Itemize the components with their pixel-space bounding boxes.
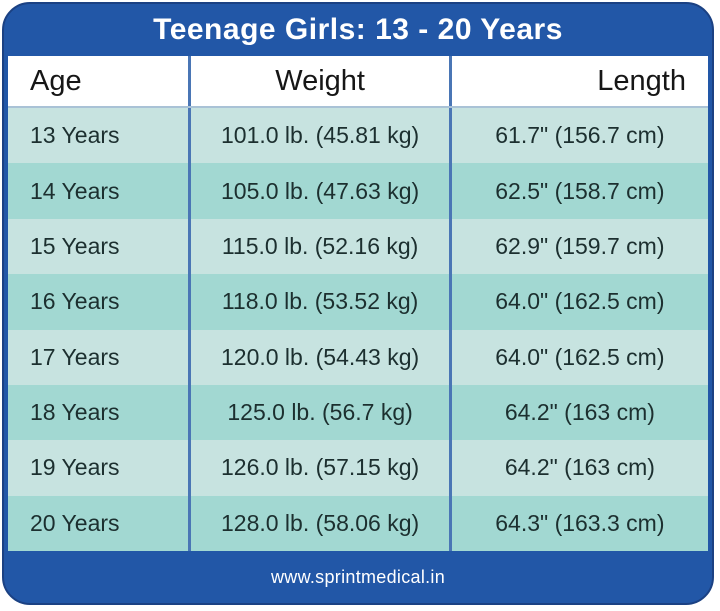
weight-cell: 120.0 lb. (54.43 kg) (191, 329, 452, 385)
table-row: 16 Years 118.0 lb. (53.52 kg) 64.0" (162.5… (8, 274, 708, 330)
weight-cell: 126.0 lb. (57.15 kg) (191, 440, 452, 496)
table-row: 15 Years 115.0 lb. (52.16 kg) 62.9" (159.7… (8, 218, 708, 275)
column-header-weight: Weight (191, 56, 452, 106)
length-cell: 61.7" (156.7 cm) (495, 122, 665, 149)
length-cell: 64.2" (163 cm) (504, 454, 655, 481)
website-url: www.sprintmedical.in (270, 566, 446, 587)
length-cell: 64.3" (163.3 cm) (495, 509, 665, 536)
title-band: Teenage Girls: 13 - 20 Years (4, 4, 712, 56)
age-cell: 19 Years (8, 440, 192, 496)
weight-cell: 101.0 lb. (45.81 kg) (191, 108, 452, 164)
age-cell: 20 Years (8, 495, 192, 551)
length-cell: 64.0" (162.5 cm) (495, 288, 665, 315)
age-cell: 14 Years (8, 163, 192, 219)
table-header-row: Age Weight Length (8, 56, 708, 108)
column-header-age: Age (8, 56, 192, 106)
age-cell: 15 Years (8, 218, 192, 275)
growth-chart-card: Teenage Girls: 13 - 20 Years Age Weight … (2, 2, 714, 605)
table-row: 20 Years 128.0 lb. (58.06 kg) 64.3" (163.3… (8, 495, 708, 551)
age-cell: 18 Years (8, 384, 192, 441)
weight-cell: 115.0 lb. (52.16 kg) (191, 218, 452, 275)
footer-band: www.sprintmedical.in (4, 551, 712, 603)
weight-cell: 128.0 lb. (58.06 kg) (191, 495, 452, 551)
table-row: 17 Years 120.0 lb. (54.43 kg) 64.0" (162.5… (8, 329, 708, 385)
length-cell: 62.9" (159.7 cm) (495, 232, 665, 259)
column-header-length: Length (597, 64, 686, 97)
table-row: 13 Years 101.0 lb. (45.81 kg) 61.7" (156.7… (8, 108, 708, 164)
length-cell: 62.5" (158.7 cm) (495, 177, 665, 204)
weight-cell: 125.0 lb. (56.7 kg) (191, 384, 452, 441)
table-row: 18 Years 125.0 lb. (56.7 kg) 64.2" (163 cm… (8, 384, 708, 441)
age-cell: 13 Years (8, 108, 192, 164)
age-cell: 17 Years (8, 329, 192, 385)
weight-cell: 105.0 lb. (47.63 kg) (191, 163, 452, 219)
age-cell: 16 Years (8, 274, 192, 330)
length-cell: 64.0" (162.5 cm) (495, 343, 665, 370)
length-cell: 64.2" (163 cm) (504, 399, 655, 426)
page-title: Teenage Girls: 13 - 20 Years (153, 13, 563, 46)
weight-cell: 118.0 lb. (53.52 kg) (191, 274, 452, 330)
table-row: 19 Years 126.0 lb. (57.15 kg) 64.2" (163 c… (8, 440, 708, 496)
table-row: 14 Years 105.0 lb. (47.63 kg) 62.5" (158.7… (8, 163, 708, 219)
growth-table: Age Weight Length 13 Years 101.0 lb. (45.… (8, 56, 708, 551)
